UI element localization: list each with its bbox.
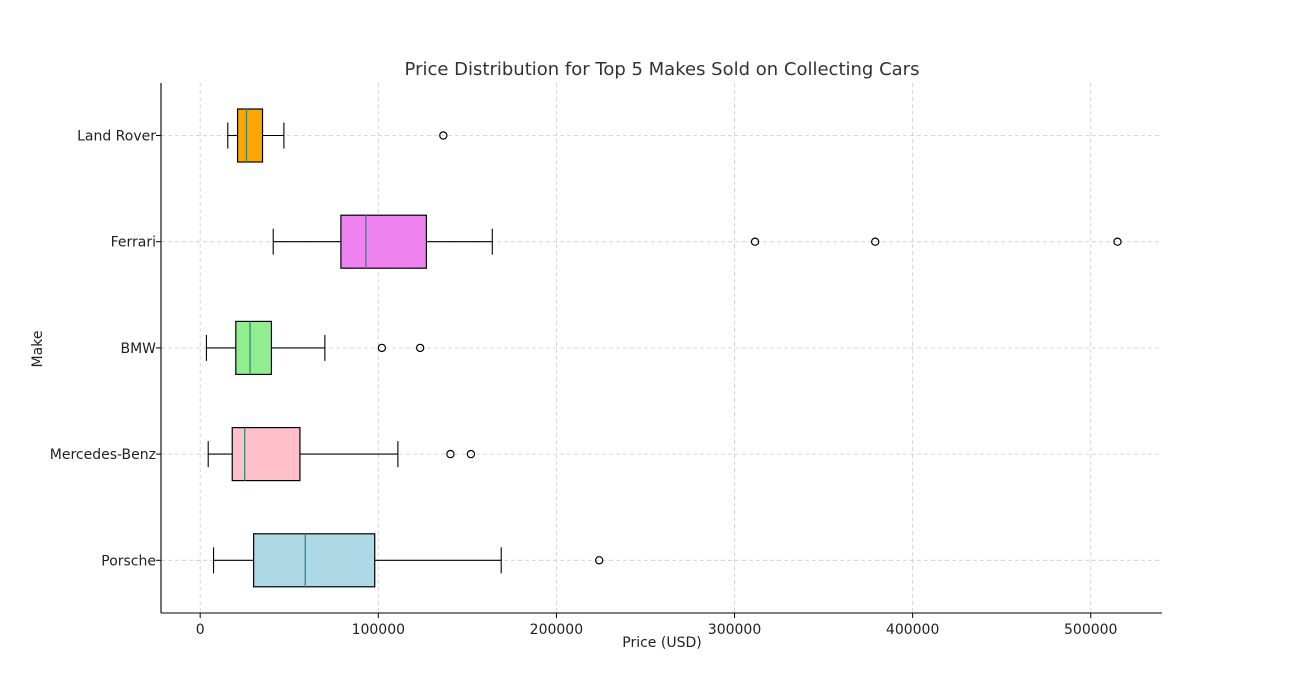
box-iqr xyxy=(235,320,273,375)
y-tick-label: Porsche xyxy=(101,553,156,569)
box-iqr xyxy=(236,108,264,163)
chart-title: Price Distribution for Top 5 Makes Sold … xyxy=(405,59,920,80)
box-iqr xyxy=(253,533,376,588)
y-tick-label: Land Rover xyxy=(77,129,156,145)
outlier-point xyxy=(415,343,425,353)
grid-lines xyxy=(161,83,1162,613)
outlier-point xyxy=(446,449,455,459)
x-tick-label: 0 xyxy=(196,622,205,638)
x-tick-label: 300000 xyxy=(708,622,761,638)
axes: 0 100000 200000 300000 400000 500000 Land Rove… xyxy=(50,83,1162,638)
outlier-point xyxy=(871,237,880,246)
outlier-point xyxy=(377,343,387,353)
x-tick-label: 100000 xyxy=(352,622,405,638)
outlier-point xyxy=(466,449,476,459)
y-tick-label: BMW xyxy=(120,341,156,357)
box-iqr xyxy=(340,214,427,269)
x-tick-label: 400000 xyxy=(886,622,939,638)
outlier-point xyxy=(439,131,448,140)
box-iqr xyxy=(231,427,301,482)
outlier-point xyxy=(750,237,760,246)
outlier-point xyxy=(1113,237,1122,246)
boxes-layer xyxy=(205,108,1122,588)
outlier-point xyxy=(594,556,604,565)
x-tick-label: 500000 xyxy=(1064,622,1117,638)
y-tick-label: Ferrari xyxy=(111,235,156,251)
y-axis-label: Make xyxy=(30,331,46,368)
x-tick-label: 200000 xyxy=(530,622,583,638)
x-axis-label: Price (USD) xyxy=(622,635,701,651)
y-tick-label: Mercedes-Benz xyxy=(50,447,156,463)
